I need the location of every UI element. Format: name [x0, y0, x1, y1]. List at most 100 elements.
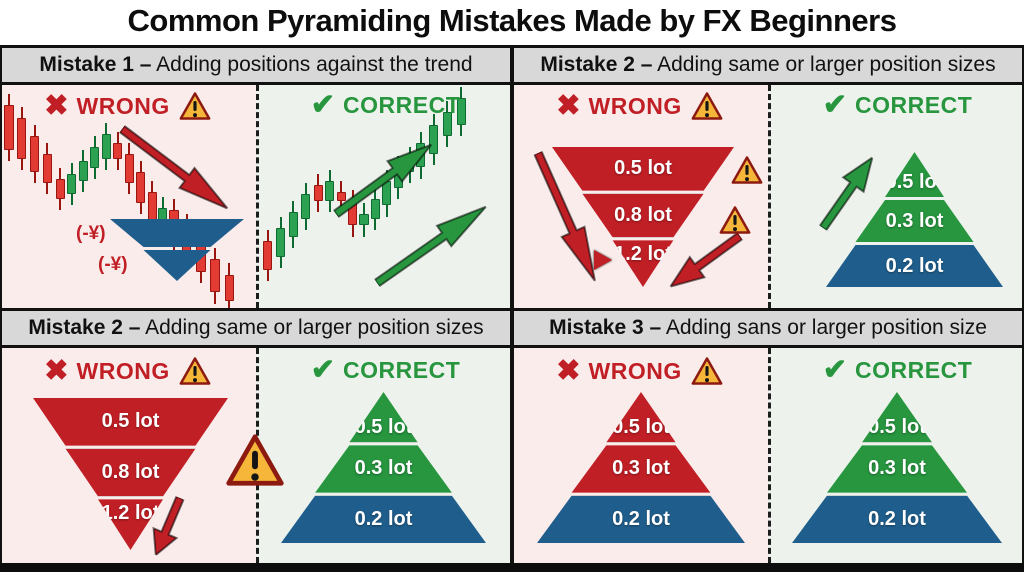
pyramid-tier-label: 0.5 lot	[101, 410, 160, 433]
uptrend-candlestick-chart	[259, 85, 512, 308]
mistake2-top-correct-panel: ✔ CORRECT 0.5 lot 0.3 lot 0.2 lot	[768, 85, 1024, 308]
candle	[124, 154, 134, 184]
correct-label: CORRECT	[855, 92, 973, 118]
header-bold: Mistake 1 –	[39, 53, 152, 76]
warning-icon	[690, 91, 724, 121]
candle	[442, 111, 453, 137]
upright-pyramid-correct: 0.5 lot 0.3 lot 0.2 lot	[281, 392, 486, 543]
header-rest: Adding positions against the trend	[151, 53, 473, 76]
inverted-pyramid-wrong: 0.5 lot 0.8 lot 1.2 lot	[552, 147, 734, 288]
x-mark-icon: ✖	[44, 89, 69, 122]
upright-pyramid-correct: 0.5 lot 0.3 lot 0.2 lot	[792, 392, 1002, 543]
candle	[456, 98, 466, 126]
candle	[113, 142, 123, 159]
header-bold: Mistake 3 –	[549, 316, 662, 339]
broken-down-arrow-icon	[662, 225, 748, 298]
warning-icon	[690, 356, 724, 386]
wrong-label: WRONG	[76, 92, 170, 119]
loss-label: (-¥)	[76, 223, 106, 244]
header-bold: Mistake 2 –	[28, 316, 141, 339]
mistake2-bottom-correct-panel: ✔ CORRECT 0.5 lot 0.3 lot 0.2 lot	[256, 348, 512, 563]
warning-icon	[718, 205, 752, 235]
header-rest: Adding same or larger position sizes	[652, 53, 996, 76]
pyramid-tier: 0.5 lot	[606, 392, 676, 443]
pyramid-tier-label: 0.3 lot	[612, 457, 670, 480]
candle	[4, 105, 14, 150]
pyramid-tier-label: 0.8 lot	[614, 204, 672, 226]
candle	[78, 160, 88, 181]
down-trend-arrow-icon	[114, 118, 236, 220]
mistake1-wrong-panel: ✖ WRONG (-¥) (-¥)	[0, 85, 256, 313]
check-mark-icon: ✔	[822, 89, 848, 121]
pyramid-tier: 0.2 lot	[281, 495, 486, 543]
right-border	[1022, 45, 1024, 563]
header-rest: Adding same or larger position sizes	[140, 316, 484, 339]
check-mark-icon: ✔	[310, 354, 336, 386]
up-trend-arrow-icon	[369, 195, 494, 294]
pyramid-tier: 0.5 lot	[33, 398, 228, 446]
candle	[147, 192, 157, 222]
candle	[301, 194, 311, 219]
center-divider-line	[510, 45, 514, 563]
candle	[67, 174, 77, 195]
pyramid-tier: 0.2 lot	[826, 245, 1003, 287]
warning-icon	[730, 155, 764, 185]
pyramid-tier-label: 0.5 lot	[612, 416, 670, 439]
loss-funnel	[110, 219, 244, 281]
candle	[263, 241, 273, 271]
pyramid-tier: 0.5 lot	[861, 392, 933, 443]
pyramid-tier: 1.2 lot	[97, 499, 164, 551]
correct-verdict: ✔ CORRECT	[259, 91, 512, 120]
candle	[313, 185, 323, 201]
warning-icon	[178, 356, 212, 386]
pyramid-tier: 0.3 lot	[315, 445, 452, 493]
arrow-fragment-icon	[594, 250, 612, 270]
pyramid-tier	[110, 219, 244, 247]
correct-label: CORRECT	[343, 357, 461, 383]
wrong-verdict: ✖ WRONG	[0, 91, 256, 121]
pyramid-tier-label: 1.2 lot	[101, 502, 160, 525]
pyramid-tier-label: 0.5 lot	[885, 171, 944, 193]
correct-verdict: ✔ CORRECT	[259, 356, 512, 385]
mistake2-bottom-wrong-panel: ✖ WRONG 0.5 lot 0.8 lot 1.2 lot	[0, 348, 284, 563]
correct-verdict: ✔ CORRECT	[771, 356, 1024, 385]
mistake1-correct-panel: ✔ CORRECT	[256, 85, 512, 308]
pyramid-tier-label: 0.2 lot	[885, 254, 944, 277]
bottom-border	[0, 563, 1024, 572]
mistake3-wrong-panel: ✖ WRONG 0.5 lot 0.3 lot 0.2 lot	[512, 348, 768, 563]
candle	[429, 125, 439, 155]
loss-label: (-¥)	[98, 254, 128, 275]
pyramid-tier-label: 0.5 lot	[614, 157, 672, 180]
x-mark-icon: ✖	[556, 354, 581, 387]
wrong-label: WRONG	[588, 92, 682, 119]
wrong-verdict: ✖ WRONG	[512, 91, 768, 121]
candle	[101, 134, 111, 159]
candle	[359, 214, 369, 226]
candle	[42, 154, 52, 184]
pyramid-tier-label: 0.2 lot	[354, 507, 413, 530]
candle	[55, 178, 65, 199]
wrong-label: WRONG	[588, 357, 682, 384]
correct-label: CORRECT	[343, 92, 461, 118]
candle	[90, 147, 100, 168]
pyramid-tier-label: 0.5 lot	[354, 416, 413, 439]
left-border	[0, 45, 2, 563]
candle	[210, 258, 220, 293]
panel-header-mistake2-bottom: Mistake 2 – Adding same or larger positi…	[0, 311, 512, 345]
candle	[224, 274, 234, 302]
pyramid-tier: 0.3 lot	[571, 445, 711, 493]
upright-pyramid-correct: 0.5 lot 0.3 lot 0.2 lot	[826, 152, 1003, 287]
candle	[336, 192, 346, 201]
wrong-verdict: ✖ WRONG	[0, 356, 256, 386]
panel-header-mistake3: Mistake 3 – Adding sans or larger positi…	[512, 311, 1024, 345]
candle	[325, 180, 335, 201]
candle	[370, 198, 380, 219]
pyramid-tier-label: 0.2 lot	[612, 507, 670, 530]
candle	[29, 136, 40, 172]
pyramid-tier: 0.2 lot	[792, 495, 1002, 543]
pyramid-tier	[143, 250, 211, 281]
pyramid-tier-label: 0.5 lot	[868, 416, 926, 439]
wrong-label: WRONG	[76, 357, 170, 384]
pyramid-tier: 0.5 lot	[349, 392, 418, 443]
